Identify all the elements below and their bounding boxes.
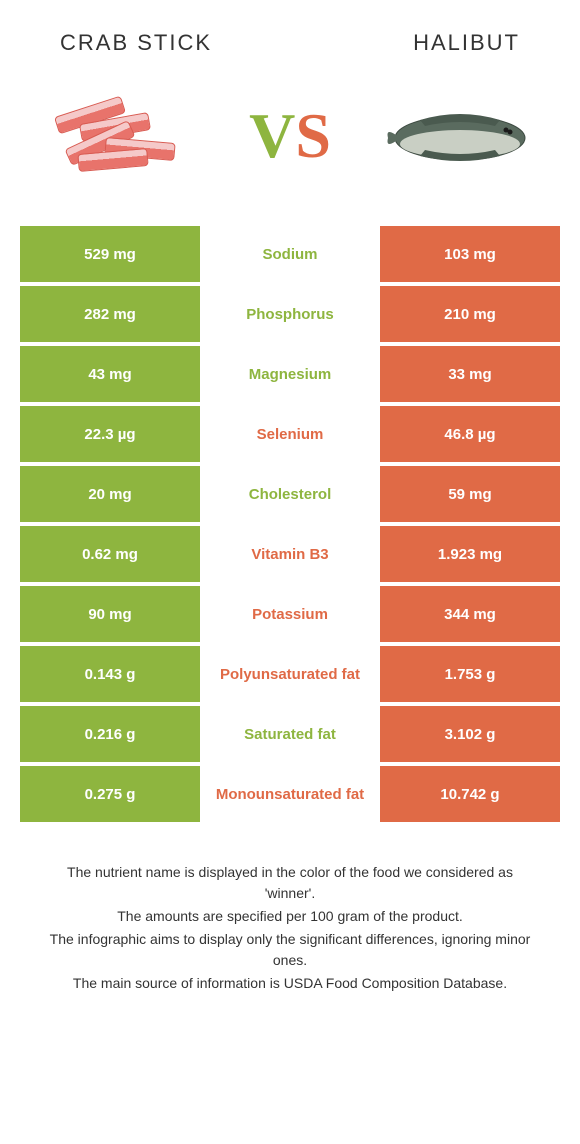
right-value: 3.102 g (380, 706, 560, 762)
right-value: 103 mg (380, 226, 560, 282)
left-value: 22.3 µg (20, 406, 200, 462)
table-row: 0.216 gSaturated fat3.102 g (20, 706, 560, 762)
footer-line-2: The amounts are specified per 100 gram o… (40, 906, 540, 927)
nutrient-label: Selenium (200, 406, 380, 462)
left-value: 0.62 mg (20, 526, 200, 582)
table-row: 20 mgCholesterol59 mg (20, 466, 560, 522)
nutrient-label: Magnesium (200, 346, 380, 402)
left-value: 0.143 g (20, 646, 200, 702)
nutrition-table: 529 mgSodium103 mg282 mgPhosphorus210 mg… (20, 226, 560, 822)
footer-line-1: The nutrient name is displayed in the co… (40, 862, 540, 904)
left-food-title: Crab stick (60, 30, 212, 56)
nutrient-label: Vitamin B3 (200, 526, 380, 582)
right-value: 1.753 g (380, 646, 560, 702)
table-row: 43 mgMagnesium33 mg (20, 346, 560, 402)
vs-label: VS (249, 99, 331, 173)
left-value: 90 mg (20, 586, 200, 642)
left-value: 0.216 g (20, 706, 200, 762)
right-value: 344 mg (380, 586, 560, 642)
table-row: 282 mgPhosphorus210 mg (20, 286, 560, 342)
left-value: 282 mg (20, 286, 200, 342)
right-value: 46.8 µg (380, 406, 560, 462)
nutrient-label: Phosphorus (200, 286, 380, 342)
footer-line-4: The main source of information is USDA F… (40, 973, 540, 994)
nutrient-label: Sodium (200, 226, 380, 282)
table-row: 0.275 gMonounsaturated fat10.742 g (20, 766, 560, 822)
table-row: 0.62 mgVitamin B31.923 mg (20, 526, 560, 582)
table-row: 22.3 µgSelenium46.8 µg (20, 406, 560, 462)
nutrient-label: Saturated fat (200, 706, 380, 762)
right-value: 210 mg (380, 286, 560, 342)
table-row: 90 mgPotassium344 mg (20, 586, 560, 642)
vs-v: V (249, 99, 295, 173)
vs-row: VS (20, 86, 560, 226)
table-row: 529 mgSodium103 mg (20, 226, 560, 282)
nutrient-label: Monounsaturated fat (200, 766, 380, 822)
right-food-title: Halibut (413, 30, 520, 56)
right-value: 59 mg (380, 466, 560, 522)
right-value: 10.742 g (380, 766, 560, 822)
footer-notes: The nutrient name is displayed in the co… (20, 862, 560, 994)
nutrient-label: Polyunsaturated fat (200, 646, 380, 702)
left-value: 20 mg (20, 466, 200, 522)
halibut-image (380, 86, 540, 186)
nutrient-label: Cholesterol (200, 466, 380, 522)
vs-s: S (295, 99, 331, 173)
left-value: 529 mg (20, 226, 200, 282)
crab-stick-image (40, 86, 200, 186)
right-value: 33 mg (380, 346, 560, 402)
footer-line-3: The infographic aims to display only the… (40, 929, 540, 971)
left-value: 43 mg (20, 346, 200, 402)
header: Crab stick Halibut (20, 20, 560, 86)
nutrient-label: Potassium (200, 586, 380, 642)
right-value: 1.923 mg (380, 526, 560, 582)
table-row: 0.143 gPolyunsaturated fat1.753 g (20, 646, 560, 702)
left-value: 0.275 g (20, 766, 200, 822)
